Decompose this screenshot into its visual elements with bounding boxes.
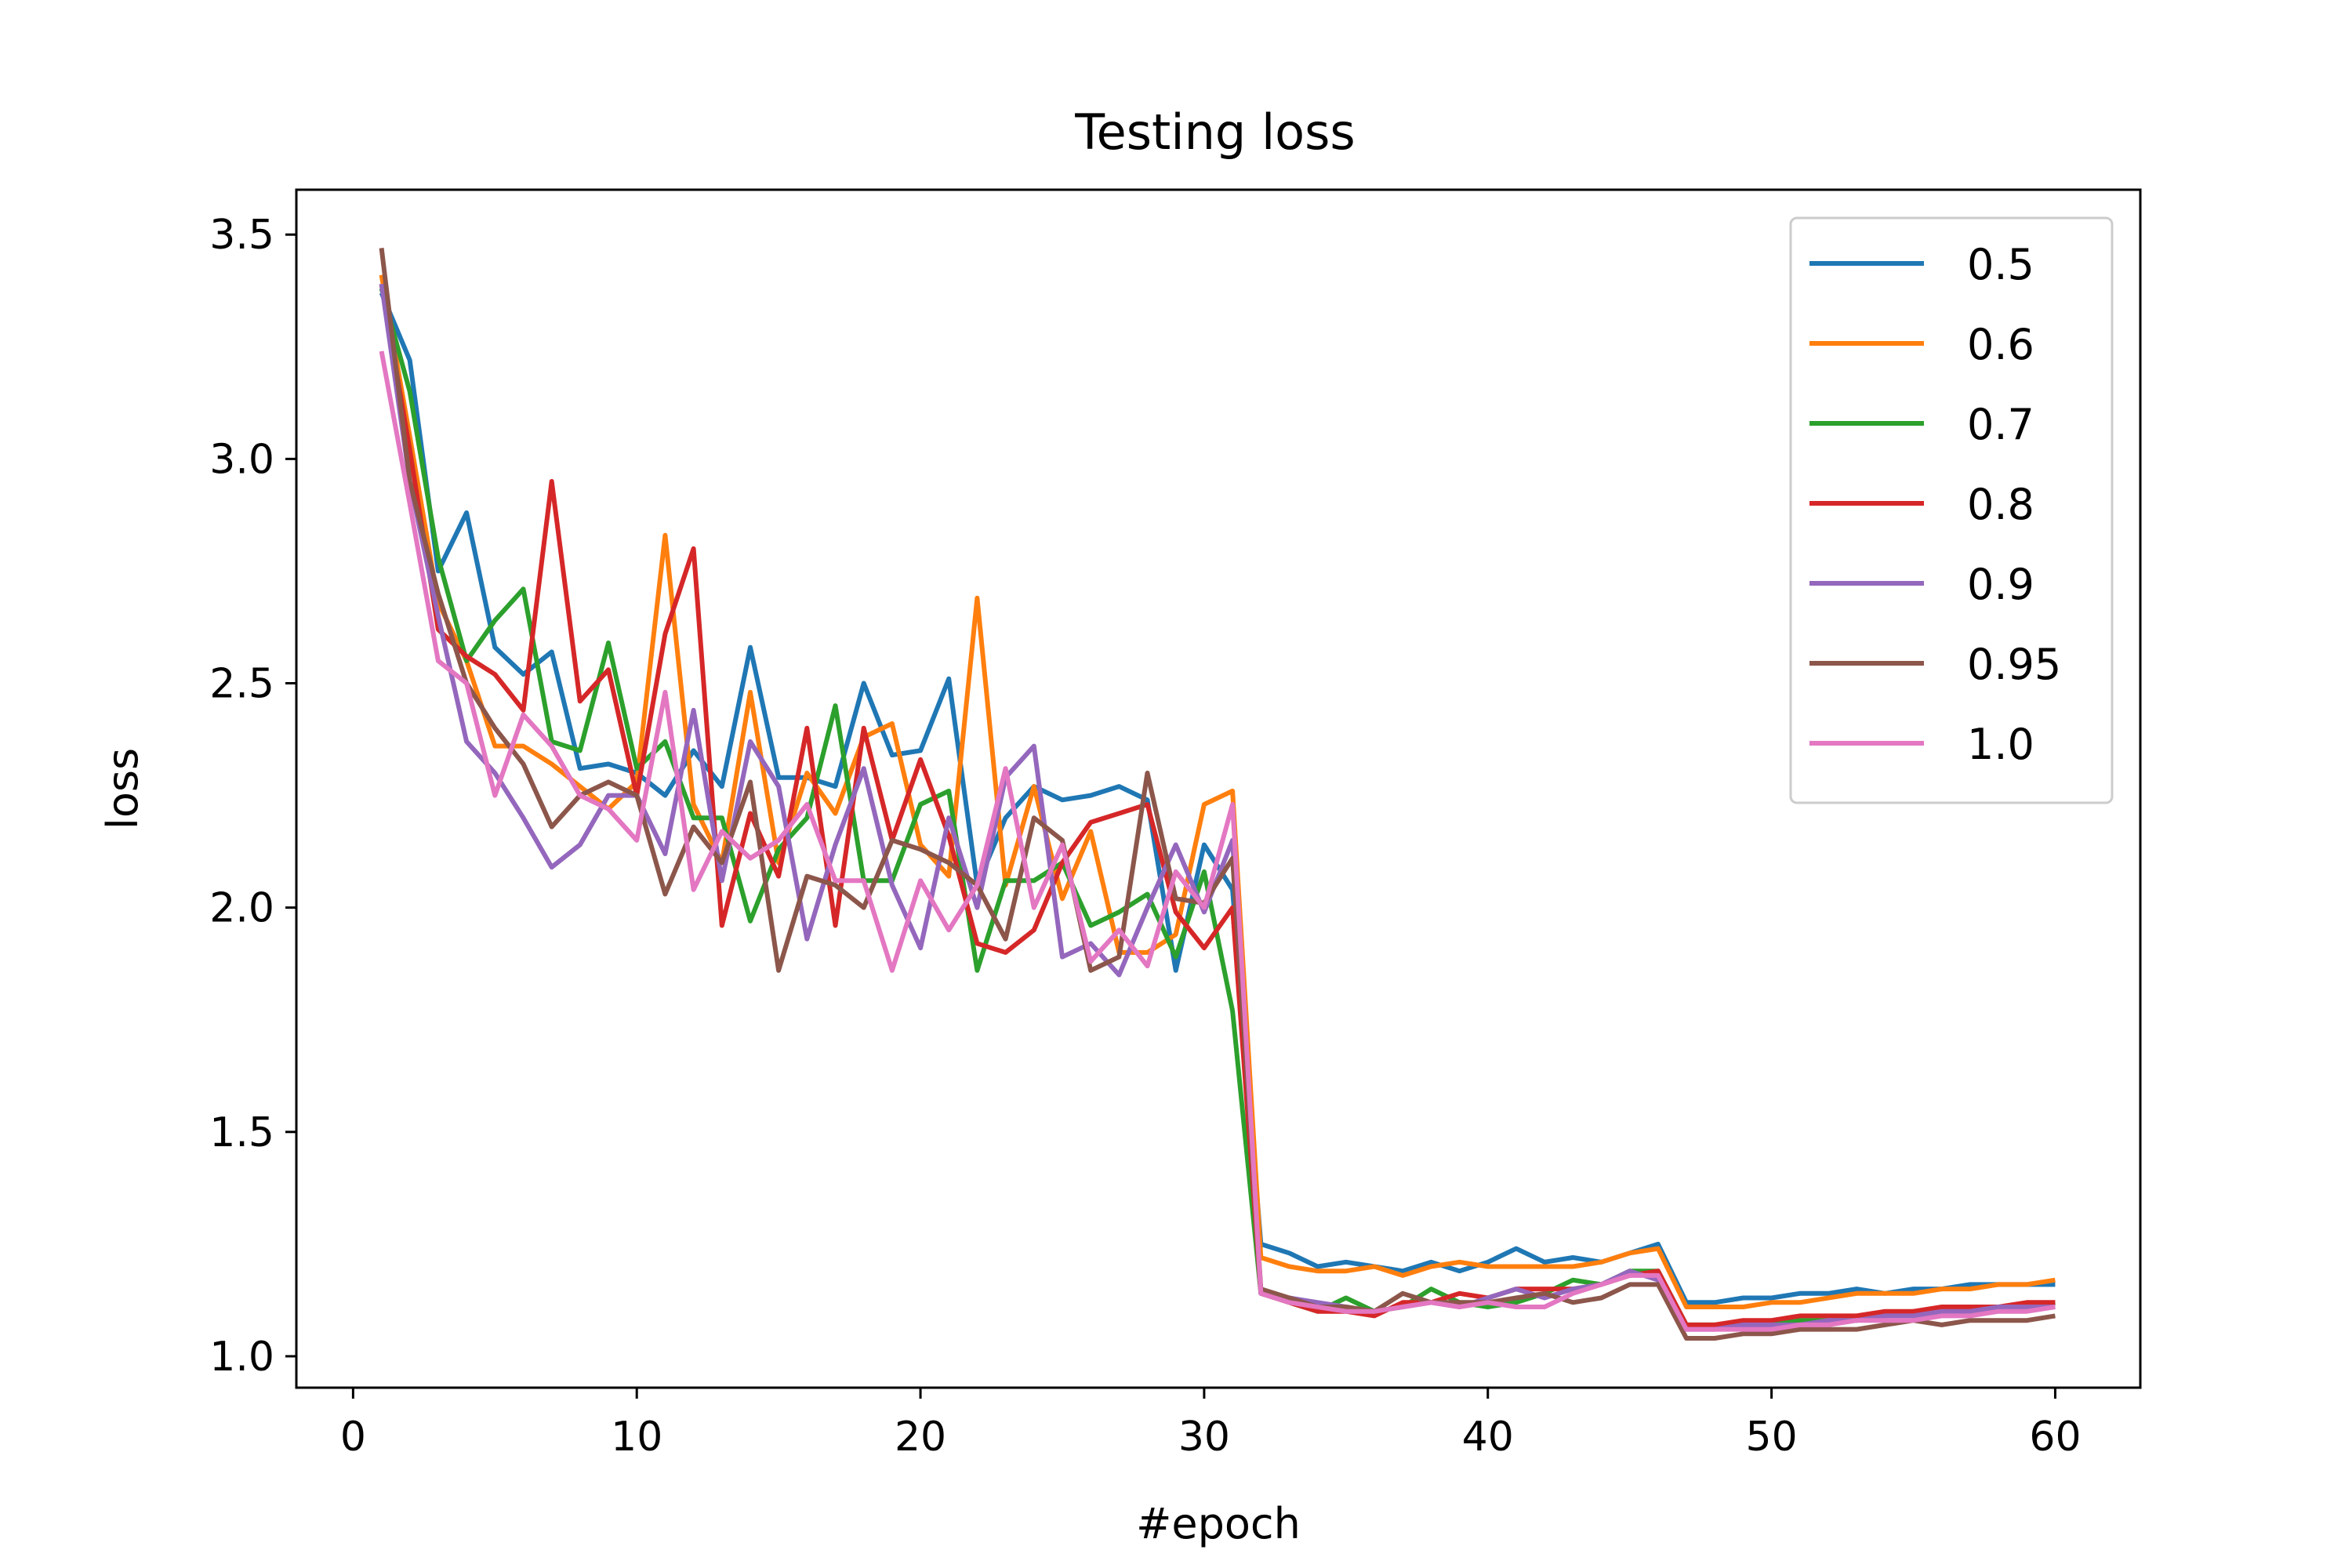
y-tick-label: 1.5 — [209, 1109, 274, 1156]
y-axis-label: loss — [98, 748, 147, 829]
y-tick-label: 3.5 — [209, 212, 274, 259]
legend-label: 0.9 — [1967, 560, 2034, 609]
x-tick-label: 30 — [1178, 1414, 1230, 1461]
legend-label: 0.8 — [1967, 480, 2034, 529]
x-axis-ticks: 0 10 20 30 40 50 60 — [340, 1388, 2082, 1461]
legend-label: 0.6 — [1967, 320, 2034, 369]
y-tick-label: 3.0 — [209, 436, 274, 483]
legend-label: 0.7 — [1967, 400, 2034, 449]
legend-label: 1.0 — [1967, 720, 2034, 769]
y-axis-ticks: 1.0 1.5 2.0 2.5 3.0 3.5 — [209, 212, 296, 1381]
x-tick-label: 10 — [611, 1414, 662, 1461]
series-line-3 — [379, 283, 2056, 1327]
x-tick-label: 0 — [340, 1414, 366, 1461]
x-tick-label: 50 — [1746, 1414, 1798, 1461]
legend-label: 0.95 — [1967, 640, 2061, 689]
x-tick-label: 60 — [2029, 1414, 2081, 1461]
legend-box — [1789, 216, 2114, 804]
legend-label: 0.5 — [1967, 240, 2034, 289]
series-line-0 — [379, 292, 2056, 1305]
y-tick-label: 2.0 — [209, 885, 274, 932]
x-tick-label: 40 — [1462, 1414, 1514, 1461]
x-axis-label: #epoch — [1136, 1499, 1301, 1548]
plot-area-frame — [295, 188, 2142, 1389]
x-tick-label: 20 — [895, 1414, 946, 1461]
legend: 0.5 0.6 0.7 0.8 0.9 0.95 1.0 — [1789, 216, 2114, 804]
series-layer — [379, 248, 2056, 1341]
series-line-6 — [379, 350, 2056, 1332]
series-line-1 — [379, 274, 2056, 1309]
chart-title: Testing loss — [1074, 103, 1355, 161]
series-line-5 — [379, 248, 2056, 1341]
series-line-4 — [379, 283, 2056, 1332]
y-tick-label: 2.5 — [209, 661, 274, 708]
y-tick-label: 1.0 — [209, 1334, 274, 1381]
